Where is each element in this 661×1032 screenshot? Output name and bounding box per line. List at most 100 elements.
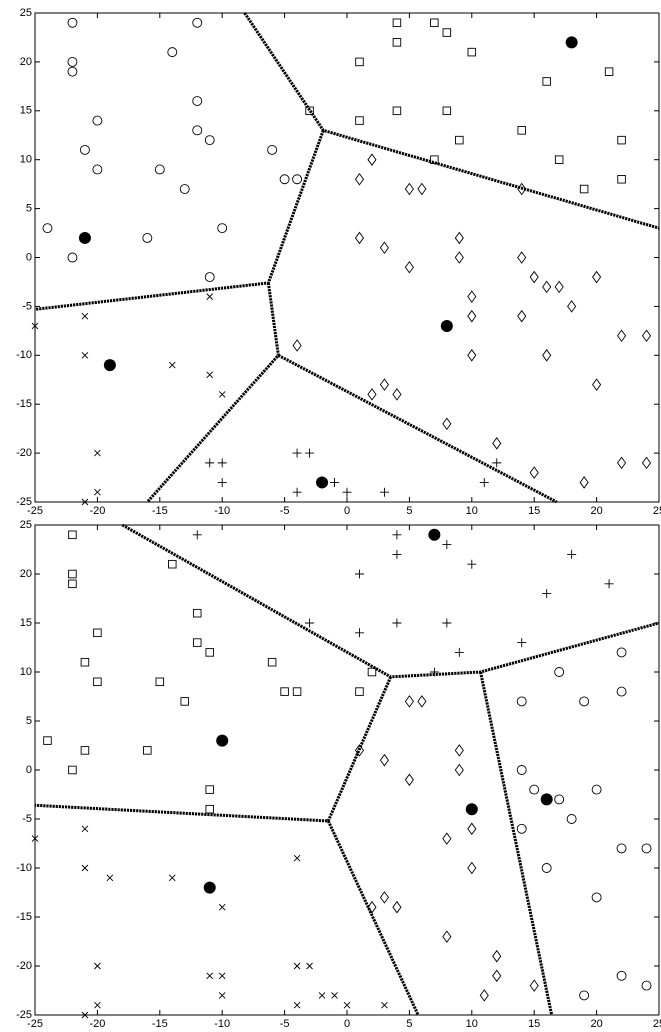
square-point bbox=[617, 135, 626, 145]
cross-point bbox=[94, 449, 101, 457]
square-point bbox=[517, 126, 526, 135]
diamond-point bbox=[467, 822, 477, 836]
y-tick-label: 5 bbox=[26, 715, 32, 727]
plus-point bbox=[217, 458, 227, 468]
plus-point bbox=[192, 530, 202, 540]
circle-point bbox=[279, 174, 290, 185]
circle-point bbox=[67, 252, 78, 263]
x-tick-label: -15 bbox=[152, 505, 168, 517]
square-point bbox=[579, 184, 589, 194]
y-tick-label: 25 bbox=[20, 519, 32, 531]
x-tick-label: 15 bbox=[528, 505, 540, 517]
square-point bbox=[43, 736, 52, 745]
circle-point bbox=[516, 696, 527, 707]
circle-point bbox=[616, 647, 627, 658]
decision-boundary bbox=[277, 353, 558, 504]
centroid-point bbox=[465, 803, 478, 816]
plus-point bbox=[379, 487, 389, 497]
scatter-panel: -25 -20 -15 -10 -5 0 5 10 15 20 25 bbox=[16, 7, 660, 508]
y-tick-label: 0 bbox=[26, 764, 32, 776]
square-point bbox=[604, 67, 614, 76]
diamond-point bbox=[529, 979, 539, 992]
circle-point bbox=[591, 784, 602, 795]
square-point bbox=[554, 155, 564, 164]
circle-point bbox=[566, 814, 577, 824]
y-tick-label: -25 bbox=[16, 1009, 32, 1021]
square-point bbox=[192, 638, 202, 647]
centroid-point bbox=[540, 793, 553, 806]
circle-point bbox=[217, 223, 228, 234]
cross-point bbox=[81, 1011, 89, 1019]
diamond-point bbox=[354, 231, 365, 245]
square-point bbox=[280, 687, 289, 696]
diamond-point bbox=[379, 241, 389, 254]
y-tick-label: 20 bbox=[20, 56, 32, 68]
plus-point bbox=[342, 487, 352, 497]
square-point bbox=[80, 657, 90, 667]
x-tick-label: 0 bbox=[344, 505, 350, 517]
square-point bbox=[442, 28, 452, 37]
decision-boundary bbox=[326, 820, 420, 1016]
x-tick-label: 20 bbox=[590, 505, 602, 517]
square-point bbox=[617, 175, 626, 184]
cross-point bbox=[31, 322, 39, 330]
circle-point bbox=[179, 184, 190, 194]
cross-point bbox=[168, 361, 176, 369]
circle-point bbox=[204, 135, 215, 146]
diamond-point bbox=[442, 417, 452, 431]
cross-point bbox=[206, 293, 214, 300]
diamond-point bbox=[442, 832, 452, 845]
x-tick-label: -15 bbox=[152, 1018, 168, 1030]
cross-point bbox=[293, 854, 301, 862]
diamond-point bbox=[467, 349, 477, 362]
y-tick-label: 10 bbox=[20, 666, 32, 678]
diamond-point bbox=[641, 329, 652, 343]
diamond-point bbox=[479, 989, 489, 1002]
circle-point bbox=[541, 863, 552, 873]
cross-point bbox=[81, 498, 89, 506]
centroid-point bbox=[440, 319, 453, 332]
diamond-point bbox=[617, 329, 627, 343]
centroid-point bbox=[316, 476, 329, 489]
decision-boundary bbox=[121, 523, 660, 679]
x-tick-label: 25 bbox=[653, 1018, 661, 1030]
square-point bbox=[305, 106, 314, 116]
y-tick-label: 5 bbox=[26, 203, 32, 215]
y-tick-label: -5 bbox=[22, 813, 32, 825]
cross-point bbox=[306, 962, 313, 970]
diamond-point bbox=[517, 309, 527, 323]
cross-point bbox=[206, 371, 214, 379]
cross-point bbox=[218, 992, 226, 999]
x-tick-label: -20 bbox=[89, 1018, 105, 1030]
cross-point bbox=[81, 825, 89, 833]
circle-point bbox=[167, 47, 178, 58]
diamond-point bbox=[517, 182, 527, 196]
plus-point bbox=[392, 549, 402, 559]
square-point bbox=[392, 18, 402, 28]
y-tick-label: -10 bbox=[16, 349, 32, 361]
diamond-point bbox=[592, 378, 602, 391]
plus-point bbox=[567, 549, 577, 559]
diamond-point bbox=[542, 280, 552, 294]
diamond-point bbox=[567, 300, 577, 313]
cross-point bbox=[81, 351, 89, 359]
plus-point bbox=[305, 618, 315, 628]
cross-point bbox=[94, 962, 101, 970]
circle-point bbox=[192, 125, 203, 136]
plus-point bbox=[442, 618, 452, 628]
cross-point bbox=[343, 1001, 351, 1009]
diamond-point bbox=[442, 930, 452, 943]
x-tick-label: -25 bbox=[27, 1018, 43, 1030]
diamond-point bbox=[367, 900, 377, 914]
decision-boundary bbox=[479, 671, 554, 1016]
diamond-point bbox=[579, 476, 589, 489]
diamond-point bbox=[542, 349, 552, 362]
cross-point bbox=[94, 488, 101, 496]
square-point bbox=[442, 106, 452, 116]
circle-point bbox=[579, 696, 590, 707]
y-tick-label: -10 bbox=[16, 862, 32, 874]
scatter-panel: -25 -20 -15 -10 -5 0 5 10 15 20 25 bbox=[16, 519, 660, 1021]
diamond-point bbox=[467, 861, 477, 875]
diamond-point bbox=[292, 339, 302, 352]
diamond-point bbox=[354, 744, 365, 757]
